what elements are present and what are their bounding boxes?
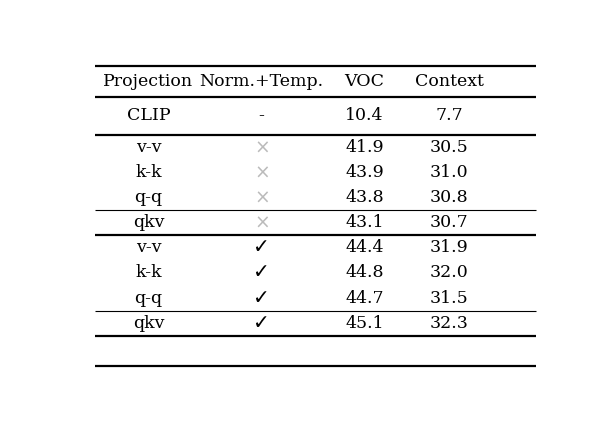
Text: v-v: v-v <box>136 239 161 256</box>
Text: ✓: ✓ <box>253 314 270 333</box>
Text: 30.8: 30.8 <box>430 189 468 206</box>
Text: ✓: ✓ <box>253 289 270 308</box>
Text: 43.8: 43.8 <box>345 189 384 206</box>
Text: qkv: qkv <box>133 214 164 231</box>
Text: q-q: q-q <box>135 189 162 206</box>
Text: 43.1: 43.1 <box>345 214 384 231</box>
Text: qkv: qkv <box>133 315 164 332</box>
Text: 44.4: 44.4 <box>345 239 384 256</box>
Text: 31.9: 31.9 <box>430 239 468 256</box>
Text: 30.7: 30.7 <box>430 214 468 231</box>
Text: 30.5: 30.5 <box>430 139 468 156</box>
Text: Norm.+Temp.: Norm.+Temp. <box>199 73 324 90</box>
Text: q-q: q-q <box>135 290 162 307</box>
Text: k-k: k-k <box>135 265 162 282</box>
Text: 32.0: 32.0 <box>430 265 468 282</box>
Text: 10.4: 10.4 <box>345 107 384 124</box>
Text: ✓: ✓ <box>253 263 270 282</box>
Text: 7.7: 7.7 <box>435 107 463 124</box>
Text: 31.5: 31.5 <box>430 290 468 307</box>
Text: Context: Context <box>415 73 484 90</box>
Text: 44.8: 44.8 <box>345 265 384 282</box>
Text: 43.9: 43.9 <box>345 164 384 181</box>
Text: $\times$: $\times$ <box>254 213 269 232</box>
Text: 32.3: 32.3 <box>430 315 468 332</box>
Text: $\times$: $\times$ <box>254 188 269 207</box>
Text: 44.7: 44.7 <box>345 290 384 307</box>
Text: v-v: v-v <box>136 139 161 156</box>
Text: 45.1: 45.1 <box>345 315 384 332</box>
Text: Projection: Projection <box>104 73 193 90</box>
Text: $\times$: $\times$ <box>254 138 269 157</box>
Text: -: - <box>258 107 264 124</box>
Text: k-k: k-k <box>135 164 162 181</box>
Text: CLIP: CLIP <box>127 107 170 124</box>
Text: ✓: ✓ <box>253 238 270 257</box>
Text: 41.9: 41.9 <box>345 139 384 156</box>
Text: VOC: VOC <box>345 73 385 90</box>
Text: 31.0: 31.0 <box>430 164 468 181</box>
Text: $\times$: $\times$ <box>254 163 269 182</box>
